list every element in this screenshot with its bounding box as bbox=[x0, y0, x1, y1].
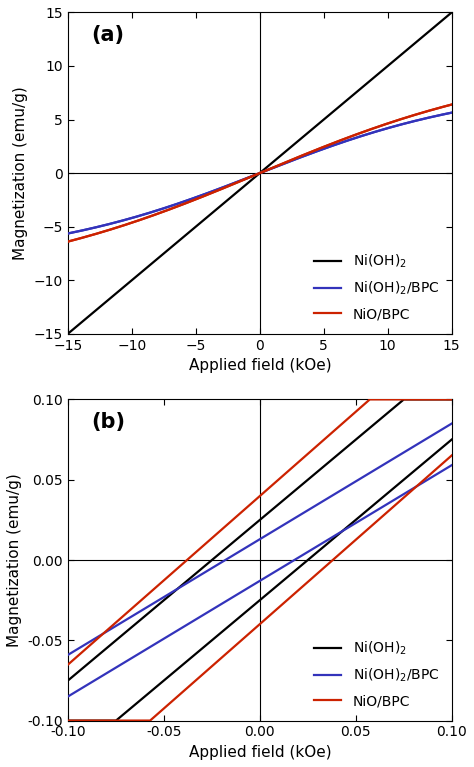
X-axis label: Applied field (kOe): Applied field (kOe) bbox=[189, 358, 331, 373]
Legend: Ni(OH)$_2$, Ni(OH)$_2$/BPC, NiO/BPC: Ni(OH)$_2$, Ni(OH)$_2$/BPC, NiO/BPC bbox=[308, 248, 445, 327]
Text: (b): (b) bbox=[91, 413, 125, 433]
Y-axis label: Magnetization (emu/g): Magnetization (emu/g) bbox=[7, 473, 22, 647]
Text: (a): (a) bbox=[91, 25, 124, 45]
X-axis label: Applied field (kOe): Applied field (kOe) bbox=[189, 745, 331, 760]
Legend: Ni(OH)$_2$, Ni(OH)$_2$/BPC, NiO/BPC: Ni(OH)$_2$, Ni(OH)$_2$/BPC, NiO/BPC bbox=[308, 634, 445, 714]
Y-axis label: Magnetization (emu/g): Magnetization (emu/g) bbox=[13, 86, 28, 260]
